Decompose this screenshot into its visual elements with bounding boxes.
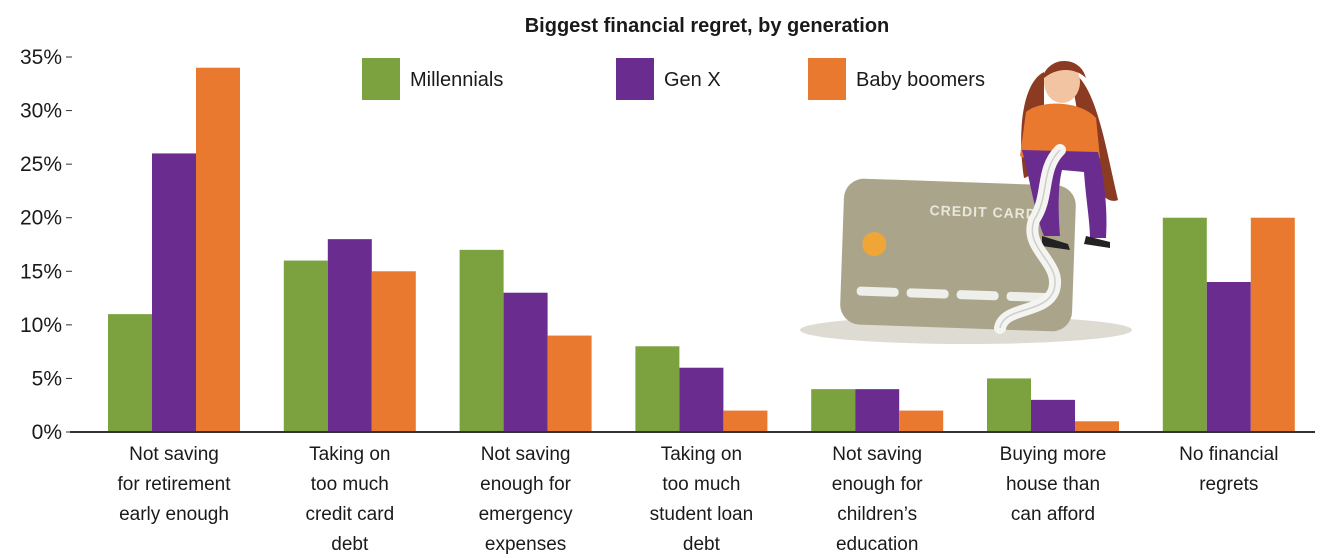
y-tick-label: 35% xyxy=(20,46,62,69)
x-category-label: Taking on too much credit card debt xyxy=(305,444,394,555)
bar-millennials xyxy=(635,346,680,432)
bar-baby-boomers xyxy=(899,410,944,432)
card-chip xyxy=(862,232,887,257)
chart-title: Biggest financial regret, by generation xyxy=(525,15,890,37)
bar-gen-x xyxy=(152,153,196,432)
y-tick-label: 20% xyxy=(20,207,62,230)
credit-card-icon: CREDIT CARD xyxy=(840,178,1076,332)
bar-millennials xyxy=(987,378,1031,432)
x-category-label: Not saving enough for emergency expenses xyxy=(479,444,573,555)
legend-label: Gen X xyxy=(664,69,721,91)
bar-gen-x xyxy=(503,292,548,432)
x-category-label: No financial regrets xyxy=(1179,444,1278,495)
legend: Millennials Gen X Baby boomers xyxy=(362,58,985,100)
y-tick-label: 30% xyxy=(20,100,62,123)
woman-icon xyxy=(994,60,1118,334)
card-text: CREDIT CARD xyxy=(929,202,1037,222)
bar-gen-x xyxy=(1031,399,1075,432)
bar-baby-boomers xyxy=(1075,421,1119,432)
credit-card-illustration: CREDIT CARD xyxy=(800,60,1132,344)
bar-millennials xyxy=(1162,217,1207,432)
x-category-label: Not saving for retirement early enough xyxy=(118,444,232,525)
bar-baby-boomers xyxy=(723,410,768,432)
legend-label: Millennials xyxy=(410,69,503,91)
bar-millennials xyxy=(459,249,504,432)
y-tick-label: 25% xyxy=(20,153,62,176)
bar-gen-x xyxy=(679,367,724,432)
legend-swatch xyxy=(616,58,654,100)
bar-gen-x xyxy=(327,239,372,432)
bar-millennials xyxy=(108,314,152,432)
y-axis: 0% 5% 10% 15% 20% 25% 30% 35% xyxy=(20,46,72,444)
bar-baby-boomers xyxy=(196,67,240,432)
y-tick-label: 10% xyxy=(20,314,62,337)
legend-swatch xyxy=(808,58,846,100)
legend-label: Baby boomers xyxy=(856,69,985,91)
bar-millennials xyxy=(811,389,856,432)
x-axis: Not saving for retirement early enough Taki… xyxy=(118,444,1279,555)
bars xyxy=(108,67,1295,432)
y-tick-label: 0% xyxy=(32,421,62,444)
y-tick-label: 15% xyxy=(20,260,62,283)
y-tick-label: 5% xyxy=(32,367,62,390)
x-category-label: Buying more house than can afford xyxy=(1000,444,1107,525)
bar-baby-boomers xyxy=(547,335,592,432)
bar-gen-x xyxy=(855,389,900,432)
x-category-label: Taking on too much student loan debt xyxy=(650,444,754,555)
legend-swatch xyxy=(362,58,400,100)
bar-baby-boomers xyxy=(1250,217,1295,432)
bar-gen-x xyxy=(1206,282,1251,432)
x-category-label: Not saving enough for children’s education xyxy=(832,444,924,555)
bar-baby-boomers xyxy=(371,271,416,432)
bar-millennials xyxy=(283,260,328,432)
